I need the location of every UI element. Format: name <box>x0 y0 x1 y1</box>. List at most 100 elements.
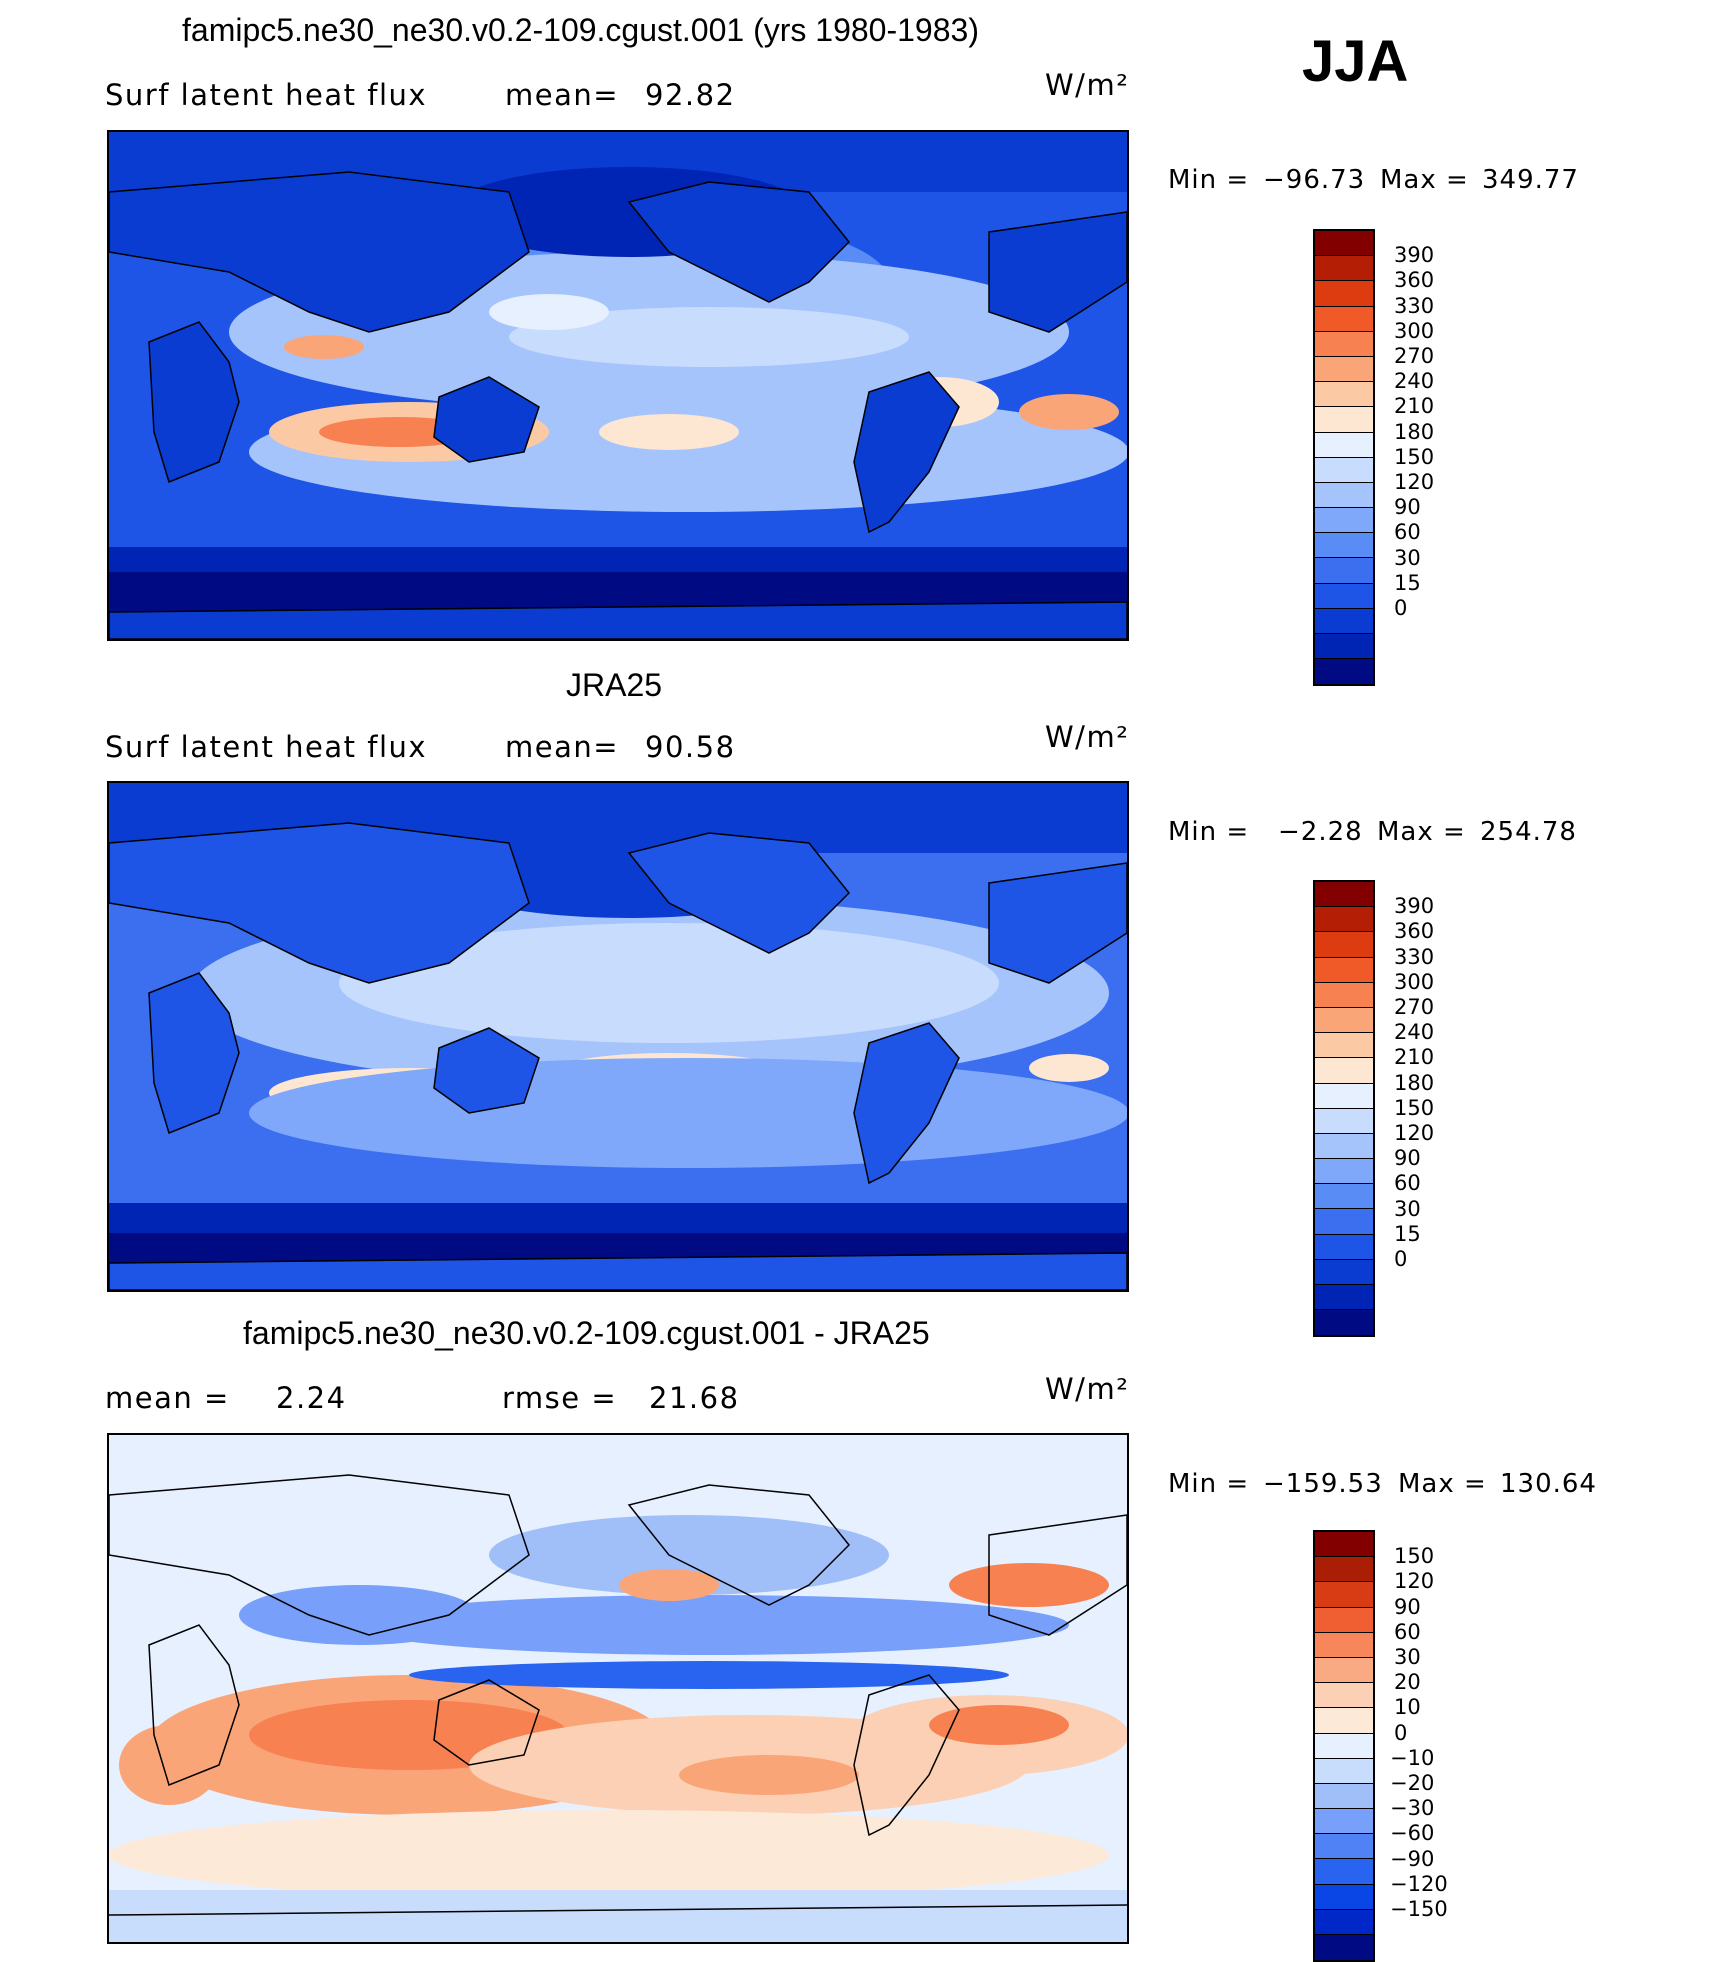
panel-1-title: famipc5.ne30_ne30.v0.2-109.cgust.001 (yr… <box>182 12 979 48</box>
colorbar-box <box>1315 1557 1373 1583</box>
colorbar-tick-label: 0 <box>1394 1247 1408 1271</box>
panel-1-map <box>107 130 1129 641</box>
panel-1-units: W/m² <box>1045 68 1130 102</box>
colorbar-box <box>1315 659 1373 685</box>
colorbar-box <box>1315 1133 1373 1160</box>
colorbar-box <box>1315 634 1373 660</box>
colorbar-box <box>1315 907 1373 933</box>
colorbar-box <box>1315 281 1373 307</box>
colorbar-tick-label: 180 <box>1394 419 1435 444</box>
colorbar-tick-label: 390 <box>1394 243 1435 268</box>
colorbar-tick-label: 270 <box>1394 995 1435 1019</box>
colorbar-box <box>1315 432 1373 458</box>
colorbar-box <box>1315 608 1373 634</box>
panel-1-mean-label: mean= <box>505 78 620 112</box>
panel-2-max-label: Max = <box>1377 817 1466 847</box>
panel-2-colorbar <box>1313 880 1375 1338</box>
colorbar-tick-label: 15 <box>1394 570 1421 595</box>
panel-3-units: W/m² <box>1045 1372 1130 1406</box>
colorbar-box <box>1315 1909 1373 1935</box>
panel-1-field <box>109 132 1127 639</box>
colorbar-box <box>1315 1859 1373 1885</box>
colorbar-tick-label: 120 <box>1394 470 1435 494</box>
panel-1-min-label: Min = <box>1168 165 1250 195</box>
colorbar-tick-label: 0 <box>1394 596 1408 620</box>
colorbar-tick-label: 150 <box>1394 1544 1435 1569</box>
colorbar-tick-label: −10 <box>1390 1745 1435 1770</box>
colorbar-box <box>1315 508 1373 534</box>
colorbar-tick-label: 60 <box>1394 1619 1421 1644</box>
panel-2-mean-label: mean= <box>505 730 620 764</box>
colorbar-tick-label: 20 <box>1394 1670 1421 1695</box>
panel-1-min-value: −96.73 <box>1263 165 1366 195</box>
panel-2-min-value: −2.28 <box>1278 817 1363 847</box>
colorbar-box <box>1315 1058 1373 1084</box>
colorbar-box <box>1315 407 1373 433</box>
colorbar-tick-label: 360 <box>1394 268 1435 293</box>
colorbar-box <box>1315 1683 1373 1709</box>
colorbar-box <box>1315 1809 1373 1835</box>
colorbar-tick-label: 90 <box>1394 1594 1421 1619</box>
colorbar-tick-label: −30 <box>1390 1796 1435 1821</box>
panel-1-variable: Surf latent heat flux <box>105 78 428 112</box>
colorbar-tick-label: 10 <box>1394 1695 1421 1720</box>
panel-3-mean-value: 2.24 <box>276 1381 347 1415</box>
colorbar-tick-label: 90 <box>1394 495 1421 520</box>
colorbar-tick-label: 0 <box>1394 1720 1408 1745</box>
panel-3-mean-label: mean = <box>105 1381 230 1415</box>
panel-1-max-value: 349.77 <box>1482 165 1579 195</box>
colorbar-box <box>1315 1007 1373 1034</box>
colorbar-box <box>1315 482 1373 509</box>
panel-2-variable: Surf latent heat flux <box>105 730 428 764</box>
colorbar-box <box>1315 533 1373 559</box>
colorbar-tick-label: 360 <box>1394 919 1435 944</box>
panel-2-title: JRA25 <box>566 667 663 703</box>
colorbar-box <box>1315 1310 1373 1336</box>
colorbar-tick-label: −20 <box>1390 1771 1435 1795</box>
colorbar-tick-label: 60 <box>1394 520 1421 545</box>
panel-3-colorbar <box>1313 1530 1375 1962</box>
colorbar-tick-label: 150 <box>1394 1095 1435 1120</box>
colorbar-box <box>1315 1159 1373 1185</box>
colorbar-tick-label: 90 <box>1394 1146 1421 1171</box>
colorbar-box <box>1315 882 1373 908</box>
colorbar-tick-label: 30 <box>1394 1645 1421 1669</box>
panel-3-field <box>109 1435 1127 1942</box>
colorbar-tick-label: 150 <box>1394 444 1435 469</box>
colorbar-tick-label: 390 <box>1394 894 1435 919</box>
colorbar-box <box>1315 1532 1373 1558</box>
colorbar-box <box>1315 356 1373 383</box>
colorbar-tick-label: 210 <box>1394 1045 1435 1070</box>
colorbar-tick-label: 240 <box>1394 369 1435 394</box>
colorbar-tick-label: 240 <box>1394 1020 1435 1045</box>
colorbar-box <box>1315 1884 1373 1910</box>
colorbar-box <box>1315 306 1373 332</box>
panel-3-max-value: 130.64 <box>1500 1469 1597 1499</box>
panel-2-min-label: Min = <box>1168 817 1250 847</box>
colorbar-tick-label: 330 <box>1394 293 1435 318</box>
colorbar-box <box>1315 1184 1373 1210</box>
colorbar-tick-label: 60 <box>1394 1171 1421 1196</box>
panel-1-mean-value: 92.82 <box>645 78 736 112</box>
colorbar-box <box>1315 1234 1373 1260</box>
colorbar-box <box>1315 1285 1373 1311</box>
panel-3-min-value: −159.53 <box>1263 1469 1383 1499</box>
colorbar-tick-label: 30 <box>1394 545 1421 570</box>
colorbar-box <box>1315 231 1373 257</box>
colorbar-box <box>1315 1033 1373 1059</box>
colorbar-tick-label: 120 <box>1394 1569 1435 1594</box>
panel-3-min-label: Min = <box>1168 1469 1250 1499</box>
colorbar-box <box>1315 982 1373 1008</box>
panel-3-map <box>107 1433 1129 1944</box>
colorbar-box <box>1315 1632 1373 1658</box>
colorbar-box <box>1315 1834 1373 1860</box>
colorbar-tick-label: 300 <box>1394 969 1435 994</box>
colorbar-tick-label: −60 <box>1390 1821 1435 1846</box>
colorbar-box <box>1315 1733 1373 1759</box>
colorbar-box <box>1315 256 1373 282</box>
panel-3-max-label: Max = <box>1398 1469 1487 1499</box>
colorbar-tick-label: 180 <box>1394 1070 1435 1095</box>
colorbar-box <box>1315 457 1373 483</box>
colorbar-box <box>1315 1783 1373 1810</box>
colorbar-box <box>1315 1083 1373 1109</box>
